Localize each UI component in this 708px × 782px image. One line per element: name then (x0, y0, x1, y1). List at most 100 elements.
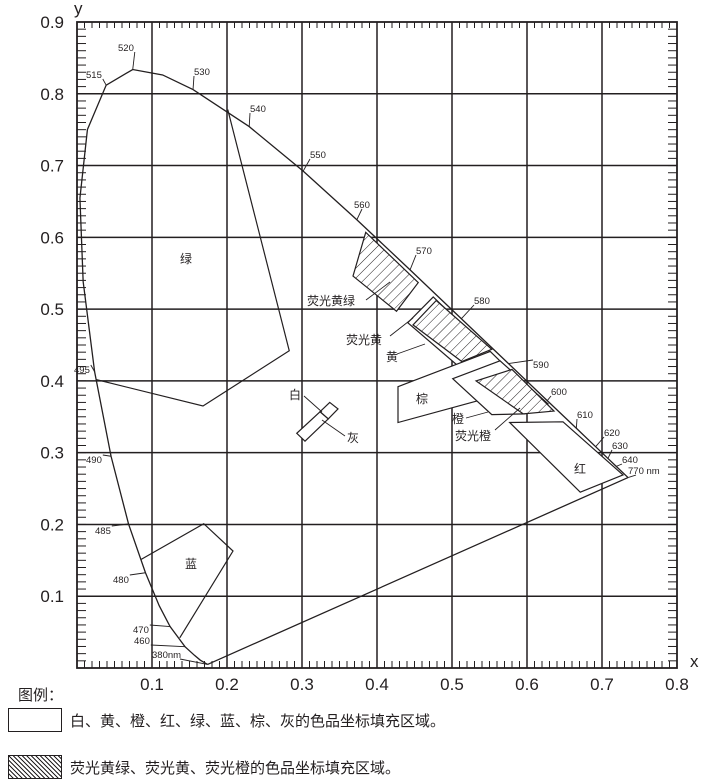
y-tick-label: 0.1 (40, 587, 64, 606)
legend-label: 白、黄、橙、红、绿、蓝、棕、灰的色品坐标填充区域。 (70, 711, 446, 730)
wavelength-leader (149, 624, 171, 627)
region-leader (321, 419, 346, 437)
wavelength-label: 540 (250, 104, 266, 115)
wavelength-label: 560 (354, 200, 370, 211)
x-tick-label: 0.8 (665, 675, 689, 694)
x-tick-label: 0.2 (215, 675, 239, 694)
x-axis-label: x (690, 652, 699, 671)
wavelength-leader (150, 644, 186, 648)
wavelength-leader (409, 254, 417, 271)
region-label: 橙 (452, 411, 464, 426)
wavelength-leader (575, 418, 578, 429)
region-蓝 (140, 522, 234, 639)
region-荧光黄绿 (352, 231, 420, 313)
axis-ticks (77, 22, 677, 668)
y-tick-label: 0.2 (40, 515, 64, 534)
x-tick-label: 0.5 (440, 675, 464, 694)
legend-swatch-hatched (8, 755, 62, 779)
y-tick-label: 0.6 (40, 228, 64, 247)
wavelength-label: 570 (416, 246, 432, 257)
wavelength-leader (461, 304, 475, 320)
wavelength-label: 580 (474, 296, 490, 307)
wavelength-label: 600 (551, 387, 567, 398)
legend-item-plain: 白、黄、橙、红、绿、蓝、棕、灰的色品坐标填充区域。 (8, 708, 445, 732)
wavelength-label: 460 (134, 636, 150, 647)
wavelength-label: 590 (533, 360, 549, 371)
purple-line (207, 476, 629, 666)
wavelength-label: 470 (133, 625, 149, 636)
region-label: 红 (574, 461, 586, 476)
legend-title: 图例： (18, 686, 64, 704)
wavelength-label: 610 (577, 410, 593, 421)
wavelength-label: 530 (194, 67, 210, 78)
y-tick-label: 0.4 (40, 372, 64, 391)
wavelength-leader (595, 436, 605, 448)
wavelength-leader (627, 474, 637, 479)
wavelength-leader (111, 523, 129, 527)
x-tick-label: 0.7 (590, 675, 614, 694)
wavelength-label: 630 (612, 441, 628, 452)
y-tick-label: 0.8 (40, 85, 64, 104)
region-红 (508, 421, 625, 493)
wavelength-leader (248, 112, 251, 127)
wavelength-label: 480 (113, 575, 129, 586)
wavelength-leader (102, 454, 112, 457)
wavelength-leader (132, 51, 136, 70)
wavelength-label: 515 (86, 70, 102, 81)
region-label: 棕 (416, 391, 428, 406)
wavelength-leader (607, 449, 613, 459)
region-leader (494, 407, 521, 431)
legend-swatch-plain (8, 708, 62, 732)
y-tick-label: 0.7 (40, 157, 64, 176)
region-label: 灰 (347, 431, 359, 445)
region-label: 荧光橙 (455, 428, 491, 443)
wavelength-leader (356, 208, 363, 220)
region-label: 荧光黄绿 (307, 293, 355, 308)
legend-label: 荧光黄绿、荧光黄、荧光橙的色品坐标填充区域。 (70, 758, 401, 777)
wavelength-label: 620 (604, 428, 620, 439)
x-tick-label: 0.6 (515, 675, 539, 694)
y-tick-label: 0.3 (40, 444, 64, 463)
wavelength-label: 550 (310, 150, 326, 161)
region-leader (365, 281, 391, 301)
color-regions (95, 109, 625, 639)
wavelength-label: 490 (86, 455, 102, 466)
wavelength-label: 520 (118, 43, 134, 54)
region-leader (465, 411, 489, 419)
region-label: 蓝 (185, 557, 197, 571)
legend-item-hatched: 荧光黄绿、荧光黄、荧光橙的色品坐标填充区域。 (8, 755, 400, 779)
wavelength-leader (129, 572, 146, 576)
wavelength-leader (546, 395, 552, 401)
wavelength-label: 640 (622, 455, 638, 466)
y-axis-label: y (74, 0, 83, 18)
wavelength-leader (90, 364, 96, 372)
wavelength-leader (102, 78, 107, 86)
wavelength-leader (179, 658, 208, 665)
wavelength-leader (616, 463, 623, 467)
wavelength-label: 770 nm (628, 466, 660, 477)
wavelength-leader (508, 359, 534, 364)
region-label: 绿 (180, 251, 192, 266)
y-tick-label: 0.9 (40, 13, 64, 32)
wavelength-label: 380nm (152, 650, 181, 661)
tick-labels: 0.1 0.2 0.3 0.4 0.5 0.6 0.7 0.8 0.1 0.2 0.3 0.4 0.5 0… (40, 13, 688, 694)
region-label: 白 (289, 387, 301, 402)
x-tick-label: 0.1 (140, 675, 164, 694)
y-tick-label: 0.5 (40, 300, 64, 319)
region-灰 (295, 410, 330, 443)
region-label: 荧光黄 (346, 333, 382, 347)
x-tick-label: 0.4 (365, 675, 389, 694)
wavelength-leader (192, 75, 195, 90)
region-荧光黄 (412, 299, 493, 363)
region-label: 黄 (386, 350, 398, 364)
region-leader (389, 317, 414, 337)
region-leader (396, 343, 426, 355)
region-荧光橙 (474, 368, 556, 415)
region-绿 (95, 109, 290, 407)
wavelength-label: 485 (95, 526, 111, 537)
x-tick-label: 0.3 (290, 675, 314, 694)
wavelength-leader (302, 158, 311, 172)
